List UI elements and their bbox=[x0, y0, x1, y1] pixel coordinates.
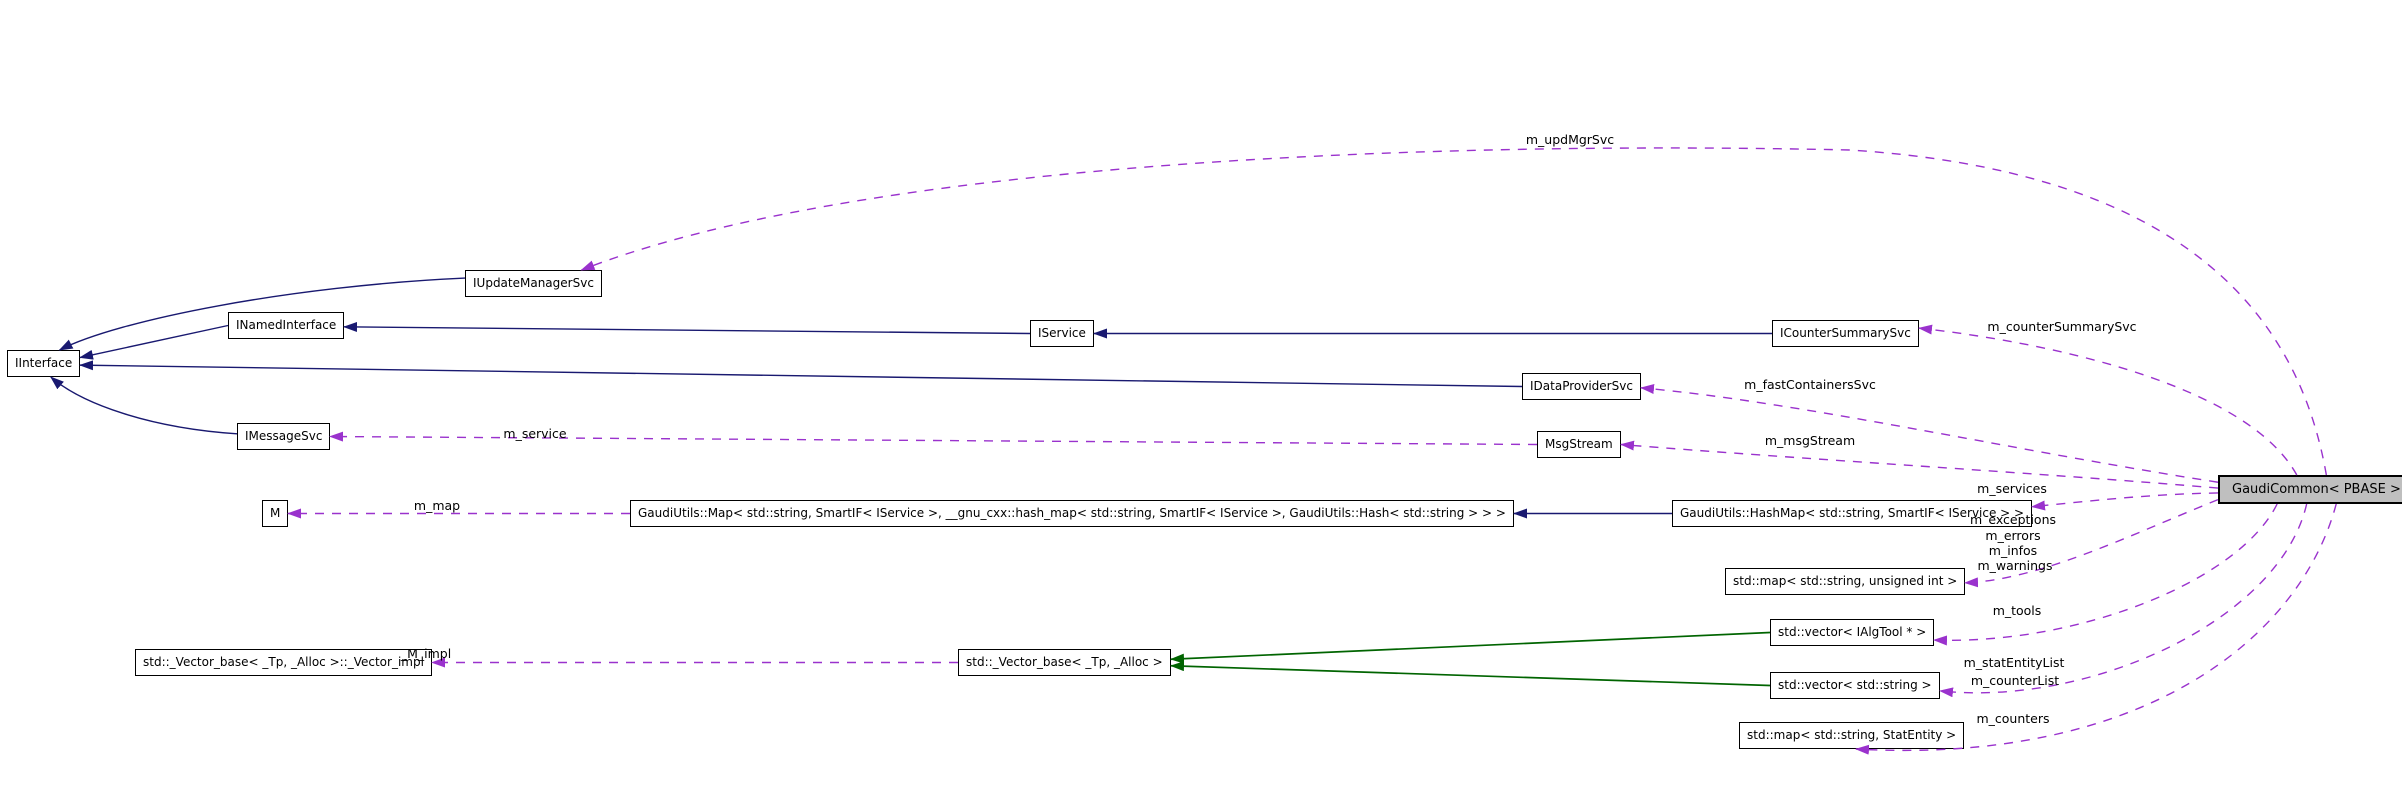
class-node-vecstring[interactable]: std::vector< std::string > bbox=[1770, 672, 1940, 699]
edge-msgstream-to-imsgsvc bbox=[329, 431, 1538, 446]
edge-label-m_warnings: m_warnings bbox=[1978, 558, 2053, 573]
edge-iservice-to-inamed bbox=[343, 321, 1031, 335]
edge-gc-to-icsumm bbox=[1918, 324, 2298, 476]
class-node-vectorbase[interactable]: std::_Vector_base< _Tp, _Alloc > bbox=[958, 649, 1171, 676]
class-node-gaudimap[interactable]: GaudiUtils::Map< std::string, SmartIF< I… bbox=[630, 500, 1514, 527]
edge-label-m_fastContainersSvc: m_fastContainersSvc bbox=[1744, 377, 1876, 392]
class-node-vecialgtool[interactable]: std::vector< IAlgTool * > bbox=[1770, 619, 1935, 646]
edge-label-m_map: m_map bbox=[414, 498, 460, 513]
class-node-inamedinterface[interactable]: INamedInterface bbox=[228, 312, 345, 339]
edge-gc-to-vecstring bbox=[1939, 503, 2308, 698]
edge-gc-to-iupdmgr bbox=[580, 147, 2328, 476]
class-node-idataprovidersvc[interactable]: IDataProviderSvc bbox=[1522, 373, 1641, 400]
class-node-iupdatemanagersvc[interactable]: IUpdateManagerSvc bbox=[465, 270, 602, 297]
edge-label-m_updMgrSvc: m_updMgrSvc bbox=[1526, 132, 1614, 147]
class-node-imessagesvc[interactable]: IMessageSvc bbox=[237, 423, 331, 450]
edge-vecstr-to-vbase bbox=[1170, 661, 1771, 687]
class-node-mapstatentity[interactable]: std::map< std::string, StatEntity > bbox=[1739, 722, 1965, 749]
edge-gc-to-idataprov bbox=[1640, 384, 2219, 483]
class-node-mapuint[interactable]: std::map< std::string, unsigned int > bbox=[1725, 568, 1966, 595]
class-node-iservice[interactable]: IService bbox=[1030, 320, 1094, 347]
edge-label-m_services: m_services bbox=[1977, 481, 2047, 496]
class-node-vectorbaseimpl[interactable]: std::_Vector_base< _Tp, _Alloc >::_Vecto… bbox=[135, 649, 432, 676]
edge-label-m_counterList: m_counterList bbox=[1971, 673, 2059, 688]
edge-label-m_statEntityList: m_statEntityList bbox=[1964, 655, 2065, 670]
class-node-icountersummarysvc[interactable]: ICounterSummarySvc bbox=[1772, 320, 1919, 347]
edge-imsgsvc-to-iinterface bbox=[50, 376, 238, 435]
edge-label-m_errors: m_errors bbox=[1985, 528, 2040, 543]
edge-gc-to-services bbox=[2031, 492, 2219, 511]
edge-idataprov-to-iinterface bbox=[79, 360, 1523, 388]
edge-label-m_tools: m_tools bbox=[1993, 603, 2042, 618]
class-node-gaudihashmap[interactable]: GaudiUtils::HashMap< std::string, SmartI… bbox=[1672, 500, 2033, 527]
class-node-iinterface[interactable]: IInterface bbox=[7, 350, 81, 377]
edge-vecalg-to-vbase bbox=[1170, 631, 1771, 664]
class-node-msgstream[interactable]: MsgStream bbox=[1537, 431, 1621, 458]
edge-label-m_infos: m_infos bbox=[1989, 543, 2037, 558]
edge-label-m_counters: m_counters bbox=[1976, 711, 2049, 726]
class-node-gaudicommon[interactable]: GaudiCommon< PBASE > bbox=[2218, 475, 2402, 504]
edge-label-m_counterSummarySvc: m_counterSummarySvc bbox=[1987, 319, 2136, 334]
edge-gc-to-msgstream bbox=[1620, 440, 2219, 489]
edge-label-m_msgStream: m_msgStream bbox=[1765, 433, 1855, 448]
class-node-m[interactable]: M bbox=[262, 500, 289, 527]
edge-label-m_service: m_service bbox=[503, 426, 567, 441]
edge-inamed-to-iinterface bbox=[79, 324, 229, 360]
